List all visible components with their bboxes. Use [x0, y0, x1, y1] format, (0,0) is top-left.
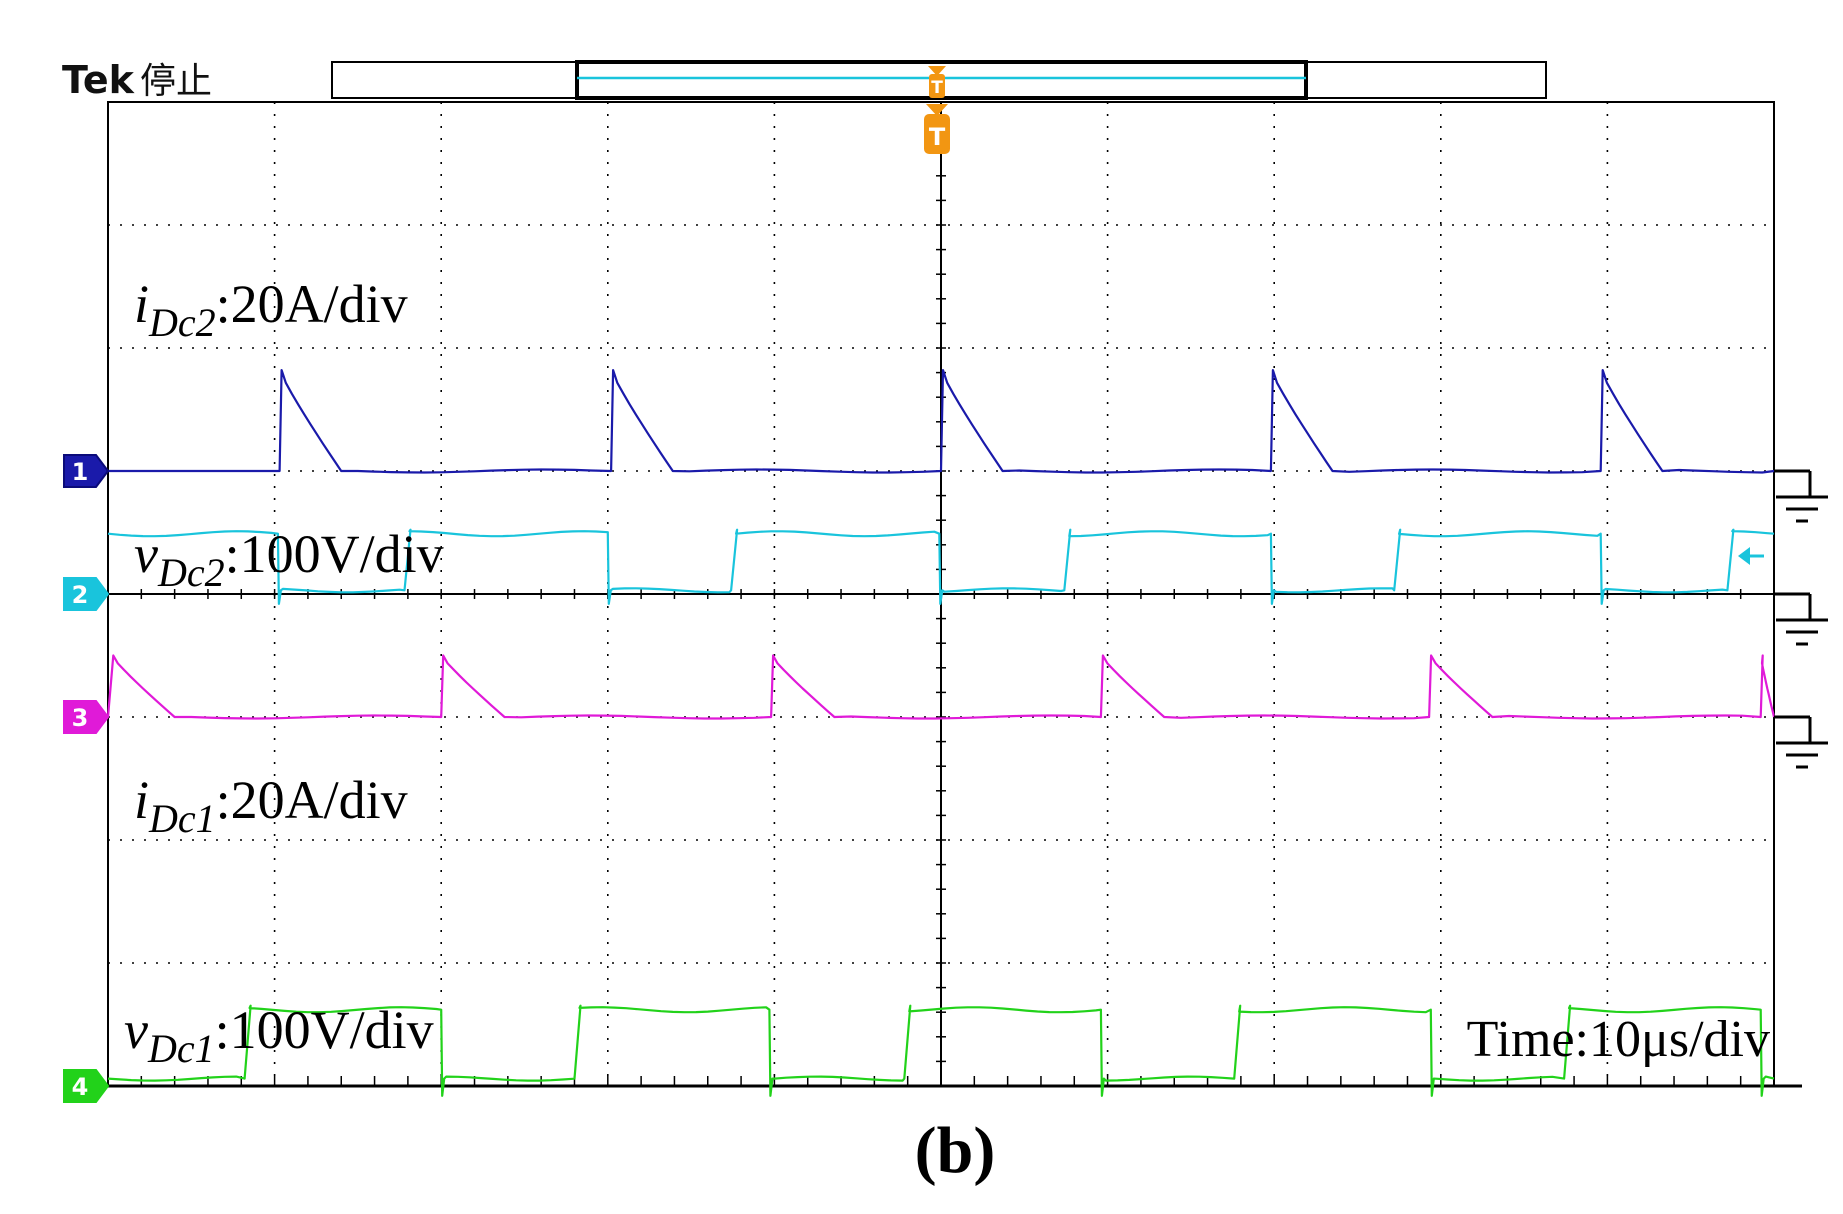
channel-marker-shape: [63, 454, 110, 488]
channel-marker-shape: [63, 1069, 110, 1103]
annotation-symbol: i: [134, 274, 149, 334]
trace-v-dc1: [107, 1004, 1775, 1097]
channel-number: 4: [72, 1073, 89, 1101]
channel-2-annotation: vDc2:100V/div: [134, 524, 444, 595]
timebase-label: Time:10μs/div: [1467, 1011, 1770, 1068]
figure-caption: (b): [915, 1114, 996, 1187]
channel-marker-shape: [63, 700, 110, 734]
annotation-scale: :20A/div: [216, 274, 408, 334]
trace-i-dc1: [106, 654, 1776, 720]
channel-1-marker[interactable]: 1: [63, 454, 110, 488]
channel-markers: 1 2 3 4: [63, 454, 110, 1103]
traces: [106, 369, 1776, 1097]
channel-number: 3: [72, 704, 89, 732]
trigger-marker-label: T: [931, 78, 943, 98]
trigger-point-marker: T: [924, 104, 950, 154]
annotation-subscript: Dc1: [147, 1026, 215, 1071]
ground-icon: [1774, 715, 1828, 769]
annotation-subscript: Dc2: [157, 550, 225, 595]
annotation-scale: :100V/div: [225, 524, 444, 584]
channel-2-marker[interactable]: 2: [63, 577, 110, 611]
channel-1-annotation: iDc2:20A/div: [134, 274, 408, 345]
ground-icon: [1774, 469, 1828, 523]
trace-i-dc2: [108, 369, 1775, 474]
acquisition-status: 停止: [140, 61, 212, 102]
channel-3-annotation: iDc1:20A/div: [134, 770, 408, 841]
channel-3-marker[interactable]: 3: [63, 700, 110, 734]
brand-label: Tek: [62, 58, 135, 102]
channel-marker-shape: [63, 577, 110, 611]
annotation-subscript: Dc2: [148, 300, 216, 345]
channel-number: 2: [72, 581, 89, 609]
trigger-position-marker: T: [928, 66, 946, 98]
channel-4-annotation: vDc1:100V/div: [124, 1000, 434, 1071]
annotation-subscript: Dc1: [148, 796, 216, 841]
annotation-symbol: i: [134, 770, 149, 830]
annotation-scale: :20A/div: [216, 770, 408, 830]
trace-v-dc2: [107, 528, 1775, 605]
trigger-level-icon: [1738, 547, 1764, 565]
channel-number: 1: [72, 458, 89, 486]
trigger-point-label: T: [929, 123, 946, 151]
annotation-symbol: v: [124, 1000, 148, 1060]
annotation-scale: :100V/div: [215, 1000, 434, 1060]
ground-icon: [1774, 592, 1828, 646]
channel-annotations: iDc2:20A/divvDc2:100V/diviDc1:20A/divvDc…: [124, 274, 444, 1071]
ground-symbols: [1774, 469, 1828, 769]
channel-4-marker[interactable]: 4: [63, 1069, 110, 1103]
annotation-symbol: v: [134, 524, 158, 584]
